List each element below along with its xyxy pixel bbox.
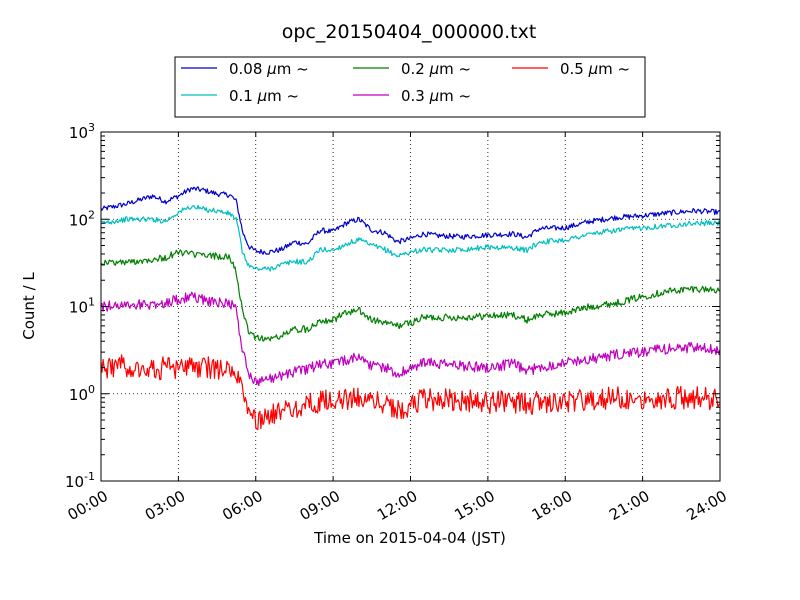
series-line	[100, 204, 721, 272]
series-group	[100, 186, 721, 431]
legend: 0.08 μm ~ 0.1 μm ~ 0.2 μm ~ 0.3 μm ~ 0.5 μm …	[174, 56, 646, 118]
legend-box	[174, 56, 646, 118]
x-tick-label: 12:00	[374, 487, 420, 524]
y-tick-label: 100	[69, 383, 95, 404]
series-line	[100, 249, 721, 342]
y-tick-label: 10-1	[65, 470, 95, 491]
series-line	[100, 291, 721, 387]
legend-entry: 0.1 μm ~	[229, 87, 299, 105]
series-line	[100, 354, 721, 431]
x-axis-label: Time on 2015-04-04 (JST)	[313, 529, 506, 547]
series-line	[100, 186, 721, 255]
x-tick-label: 24:00	[684, 487, 730, 524]
legend-entry: 0.2 μm ~	[401, 60, 471, 78]
x-tick-label: 21:00	[606, 487, 652, 524]
x-tick-labels: 00:00 03:00 06:00 09:00 12:00 15:00 18:00 21:00…	[65, 487, 730, 524]
x-tick-label: 00:00	[65, 487, 111, 524]
legend-entry: 0.3 μm ~	[401, 87, 471, 105]
x-tick-label: 15:00	[451, 487, 497, 524]
y-axis-label: Count / L	[20, 272, 38, 340]
legend-entry: 0.08 μm ~	[229, 60, 309, 78]
y-tick-label: 101	[69, 296, 95, 317]
x-tick-label: 18:00	[529, 487, 575, 524]
chart-title: opc_20150404_000000.txt	[282, 21, 537, 43]
grid	[101, 132, 720, 481]
legend-entry: 0.5 μm ~	[560, 60, 630, 78]
y-tick-label: 103	[69, 121, 95, 142]
x-tick-label: 06:00	[219, 487, 265, 524]
x-tick-label: 09:00	[297, 487, 343, 524]
y-tick-label: 102	[69, 208, 95, 229]
x-tick-label: 03:00	[142, 487, 188, 524]
axis-ticks	[100, 131, 721, 482]
y-tick-labels: 10-1 100 101 102 103	[65, 121, 95, 491]
